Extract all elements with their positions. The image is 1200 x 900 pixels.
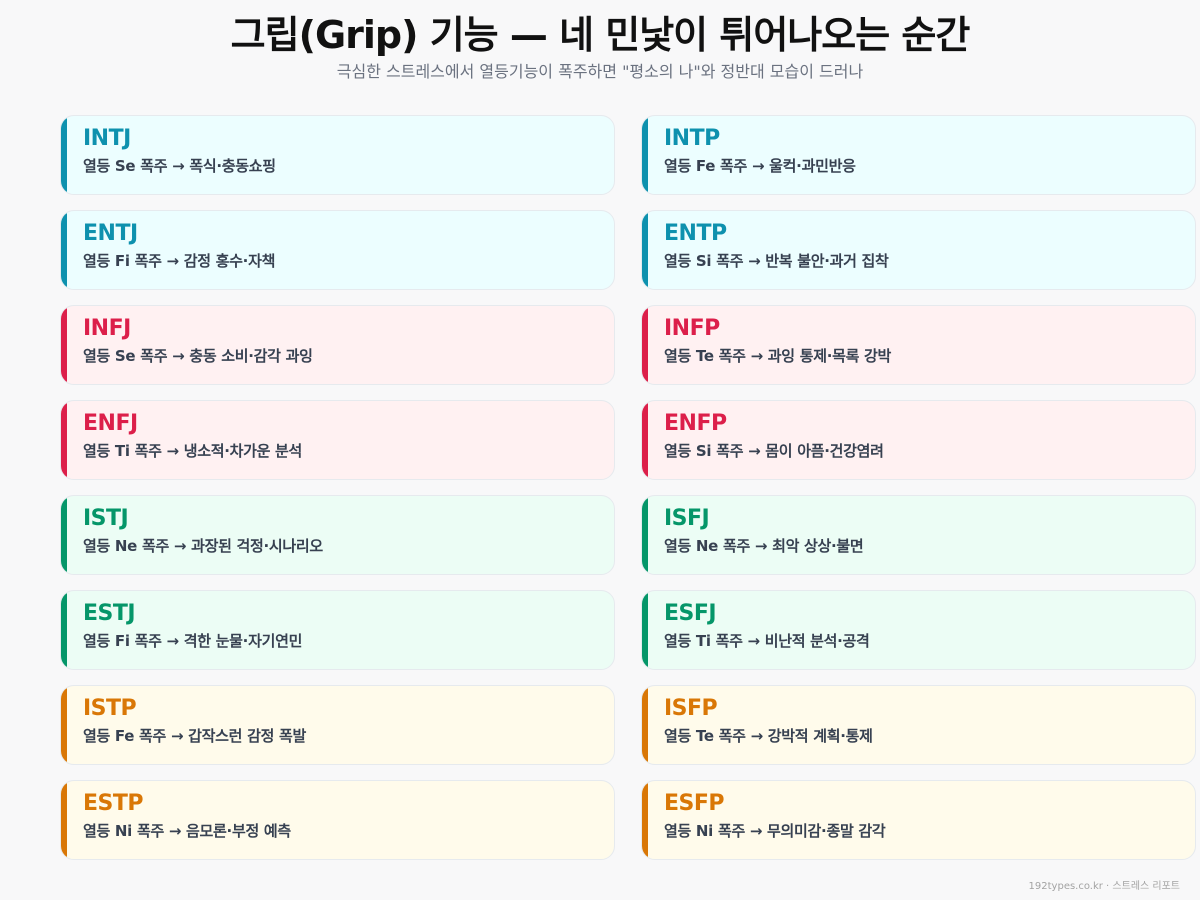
mbti-type-label: ENFJ [83,411,138,436]
mbti-type-label: INFJ [83,316,131,341]
grip-description: 열등 Ni 폭주 → 음모론·부정 예측 [83,822,291,840]
accent-bar [642,211,648,289]
card-isfj: ISFJ 열등 Ne 폭주 → 최악 상상·불면 [641,495,1196,575]
grip-description: 열등 Ni 폭주 → 무의미감·종말 감각 [664,822,886,840]
card-esfp: ESFP 열등 Ni 폭주 → 무의미감·종말 감각 [641,780,1196,860]
card-infp: INFP 열등 Te 폭주 → 과잉 통제·목록 강박 [641,305,1196,385]
grip-description: 열등 Fi 폭주 → 감정 홍수·자책 [83,252,276,270]
accent-bar [642,591,648,669]
grip-description: 열등 Fe 폭주 → 갑작스런 감정 폭발 [83,727,307,745]
grip-description: 열등 Se 폭주 → 폭식·충동쇼핑 [83,157,276,175]
accent-bar [642,306,648,384]
mbti-type-label: ENTJ [83,221,138,246]
mbti-type-label: ISFJ [664,506,710,531]
grip-description: 열등 Te 폭주 → 강박적 계획·통제 [664,727,873,745]
card-enfj: ENFJ 열등 Ti 폭주 → 냉소적·차가운 분석 [60,400,615,480]
mbti-type-label: ISTJ [83,506,129,531]
grip-description: 열등 Fi 폭주 → 격한 눈물·자기연민 [83,632,303,650]
accent-bar [642,401,648,479]
grip-description: 열등 Ti 폭주 → 비난적 분석·공격 [664,632,870,650]
grip-description: 열등 Fe 폭주 → 울컥·과민반응 [664,157,856,175]
mbti-type-label: ESTJ [83,601,136,626]
card-estj: ESTJ 열등 Fi 폭주 → 격한 눈물·자기연민 [60,590,615,670]
footer-credit: 192types.co.kr · 스트레스 리포트 [1028,881,1180,892]
card-enfp: ENFP 열등 Si 폭주 → 몸이 아픔·건강염려 [641,400,1196,480]
card-intp: INTP 열등 Fe 폭주 → 울컥·과민반응 [641,115,1196,195]
accent-bar [61,496,67,574]
mbti-type-label: ESFP [664,791,725,816]
grip-description: 열등 Ti 폭주 → 냉소적·차가운 분석 [83,442,303,460]
accent-bar [61,306,67,384]
card-esfj: ESFJ 열등 Ti 폭주 → 비난적 분석·공격 [641,590,1196,670]
card-entj: ENTJ 열등 Fi 폭주 → 감정 홍수·자책 [60,210,615,290]
grip-description: 열등 Si 폭주 → 반복 불안·과거 집착 [664,252,889,270]
card-intj: INTJ 열등 Se 폭주 → 폭식·충동쇼핑 [60,115,615,195]
accent-bar [61,591,67,669]
grip-description: 열등 Se 폭주 → 충동 소비·감각 과잉 [83,347,313,365]
grip-description: 열등 Te 폭주 → 과잉 통제·목록 강박 [664,347,892,365]
mbti-type-label: ESTP [83,791,144,816]
mbti-type-label: INTJ [83,126,131,151]
page-title: 그립(Grip) 기능 — 네 민낯이 튀어나오는 순간 [230,13,971,57]
grip-description: 열등 Si 폭주 → 몸이 아픔·건강염려 [664,442,884,460]
card-estp: ESTP 열등 Ni 폭주 → 음모론·부정 예측 [60,780,615,860]
card-istp: ISTP 열등 Fe 폭주 → 갑작스런 감정 폭발 [60,685,615,765]
mbti-type-label: ENTP [664,221,727,246]
mbti-grip-card-grid: INTJ 열등 Se 폭주 → 폭식·충동쇼핑 INTP 열등 Fe 폭주 → … [60,115,1196,860]
mbti-type-label: ENFP [664,411,727,436]
accent-bar [61,686,67,764]
accent-bar [642,496,648,574]
grip-description: 열등 Ne 폭주 → 최악 상상·불면 [664,537,864,555]
accent-bar [61,401,67,479]
mbti-type-label: ISFP [664,696,718,721]
mbti-type-label: INTP [664,126,720,151]
accent-bar [642,686,648,764]
accent-bar [61,781,67,859]
card-istj: ISTJ 열등 Ne 폭주 → 과장된 걱정·시나리오 [60,495,615,575]
accent-bar [642,781,648,859]
mbti-type-label: ESFJ [664,601,717,626]
card-infj: INFJ 열등 Se 폭주 → 충동 소비·감각 과잉 [60,305,615,385]
accent-bar [61,211,67,289]
mbti-type-label: INFP [664,316,720,341]
accent-bar [61,116,67,194]
card-entp: ENTP 열등 Si 폭주 → 반복 불안·과거 집착 [641,210,1196,290]
mbti-type-label: ISTP [83,696,137,721]
page-subtitle: 극심한 스트레스에서 열등기능이 폭주하면 "평소의 나"와 정반대 모습이 드… [336,62,864,81]
grip-description: 열등 Ne 폭주 → 과장된 걱정·시나리오 [83,537,323,555]
accent-bar [642,116,648,194]
card-isfp: ISFP 열등 Te 폭주 → 강박적 계획·통제 [641,685,1196,765]
